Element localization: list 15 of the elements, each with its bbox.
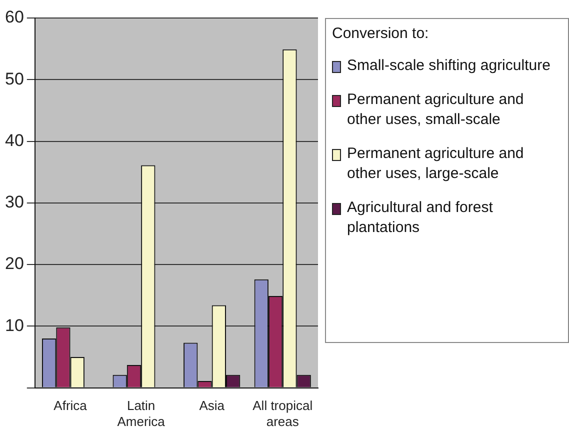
x-tick-label: Asia bbox=[199, 398, 226, 414]
y-tick-label: 40 bbox=[4, 130, 24, 150]
y-tick-label: 10 bbox=[4, 316, 24, 335]
x-tick-label: Africa bbox=[54, 398, 88, 414]
y-tick-label: 50 bbox=[4, 69, 24, 88]
legend-label: Permanent agriculture and other uses, small-scale bbox=[347, 90, 525, 130]
legend-label: Small-scale shifting agriculture bbox=[347, 56, 550, 76]
y-tick-label: 30 bbox=[4, 192, 24, 212]
legend-label: Agricultural and forest plantations bbox=[347, 198, 494, 238]
y-tick-label: 20 bbox=[4, 254, 24, 274]
legend-title: Conversion to: bbox=[332, 25, 430, 42]
y-tick-label: 60 bbox=[4, 8, 24, 27]
x-tick-label: Latin America bbox=[117, 398, 166, 429]
legend-label: Permanent agriculture and other uses, large-scale bbox=[347, 144, 525, 184]
x-tick-label: All tropical areas bbox=[252, 398, 313, 429]
